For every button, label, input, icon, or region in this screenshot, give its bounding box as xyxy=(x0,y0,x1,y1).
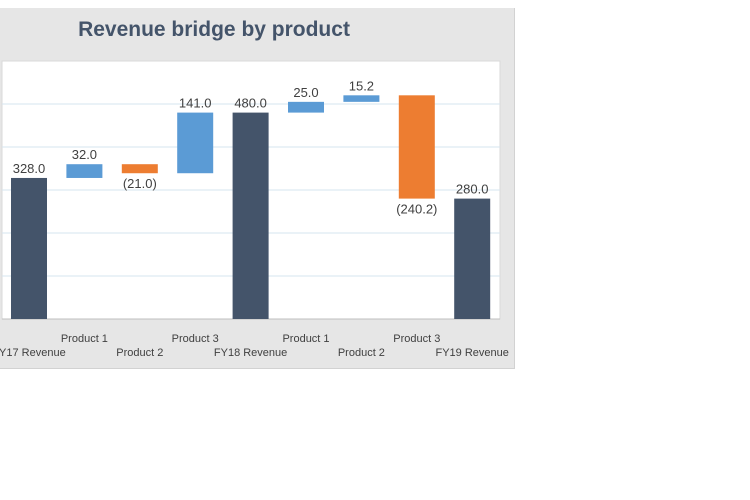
bar-decrease xyxy=(121,164,158,174)
data-label: (21.0) xyxy=(123,176,157,191)
data-label: 25.0 xyxy=(293,85,318,100)
bar-increase xyxy=(343,95,380,102)
category-label: Product 2 xyxy=(338,347,385,359)
category-labels: FY17 Revenue Product 1 Product 2 Product 3 F… xyxy=(0,333,509,359)
bar-increase xyxy=(177,112,214,174)
category-label: Product 1 xyxy=(61,333,108,345)
category-label: Product 3 xyxy=(172,333,219,345)
bar-total xyxy=(454,198,491,319)
category-label: Product 2 xyxy=(116,347,163,359)
data-label: 141.0 xyxy=(179,96,212,111)
data-label: 32.0 xyxy=(72,147,97,162)
data-label: 480.0 xyxy=(234,96,267,111)
bar-increase xyxy=(66,164,103,178)
data-label: 15.2 xyxy=(349,78,374,93)
bar-decrease xyxy=(398,95,435,199)
data-labels: 328.0 32.0 (21.0) 141.0 480.0 25.0 15.2 (240.2)… xyxy=(13,78,489,216)
category-label: FY17 Revenue xyxy=(0,347,66,359)
bar-total xyxy=(11,177,47,319)
chart-frame: Revenue bridge by product 328.0 32.0 (21.0… xyxy=(0,8,515,369)
data-label: (240.2) xyxy=(396,202,437,217)
chart-title: Revenue bridge by product xyxy=(78,18,350,41)
chart-plot: 328.0 32.0 (21.0) 141.0 480.0 25.0 15.2 (240.2)… xyxy=(0,60,509,359)
bar-total xyxy=(232,112,269,319)
bars xyxy=(11,95,491,319)
category-label: FY18 Revenue xyxy=(214,347,287,359)
data-label: 328.0 xyxy=(13,161,46,176)
category-label: Product 1 xyxy=(282,333,329,345)
category-label: FY19 Revenue xyxy=(436,347,509,359)
bar-increase xyxy=(288,101,324,113)
category-label: Product 3 xyxy=(393,333,440,345)
data-label: 280.0 xyxy=(456,182,489,197)
